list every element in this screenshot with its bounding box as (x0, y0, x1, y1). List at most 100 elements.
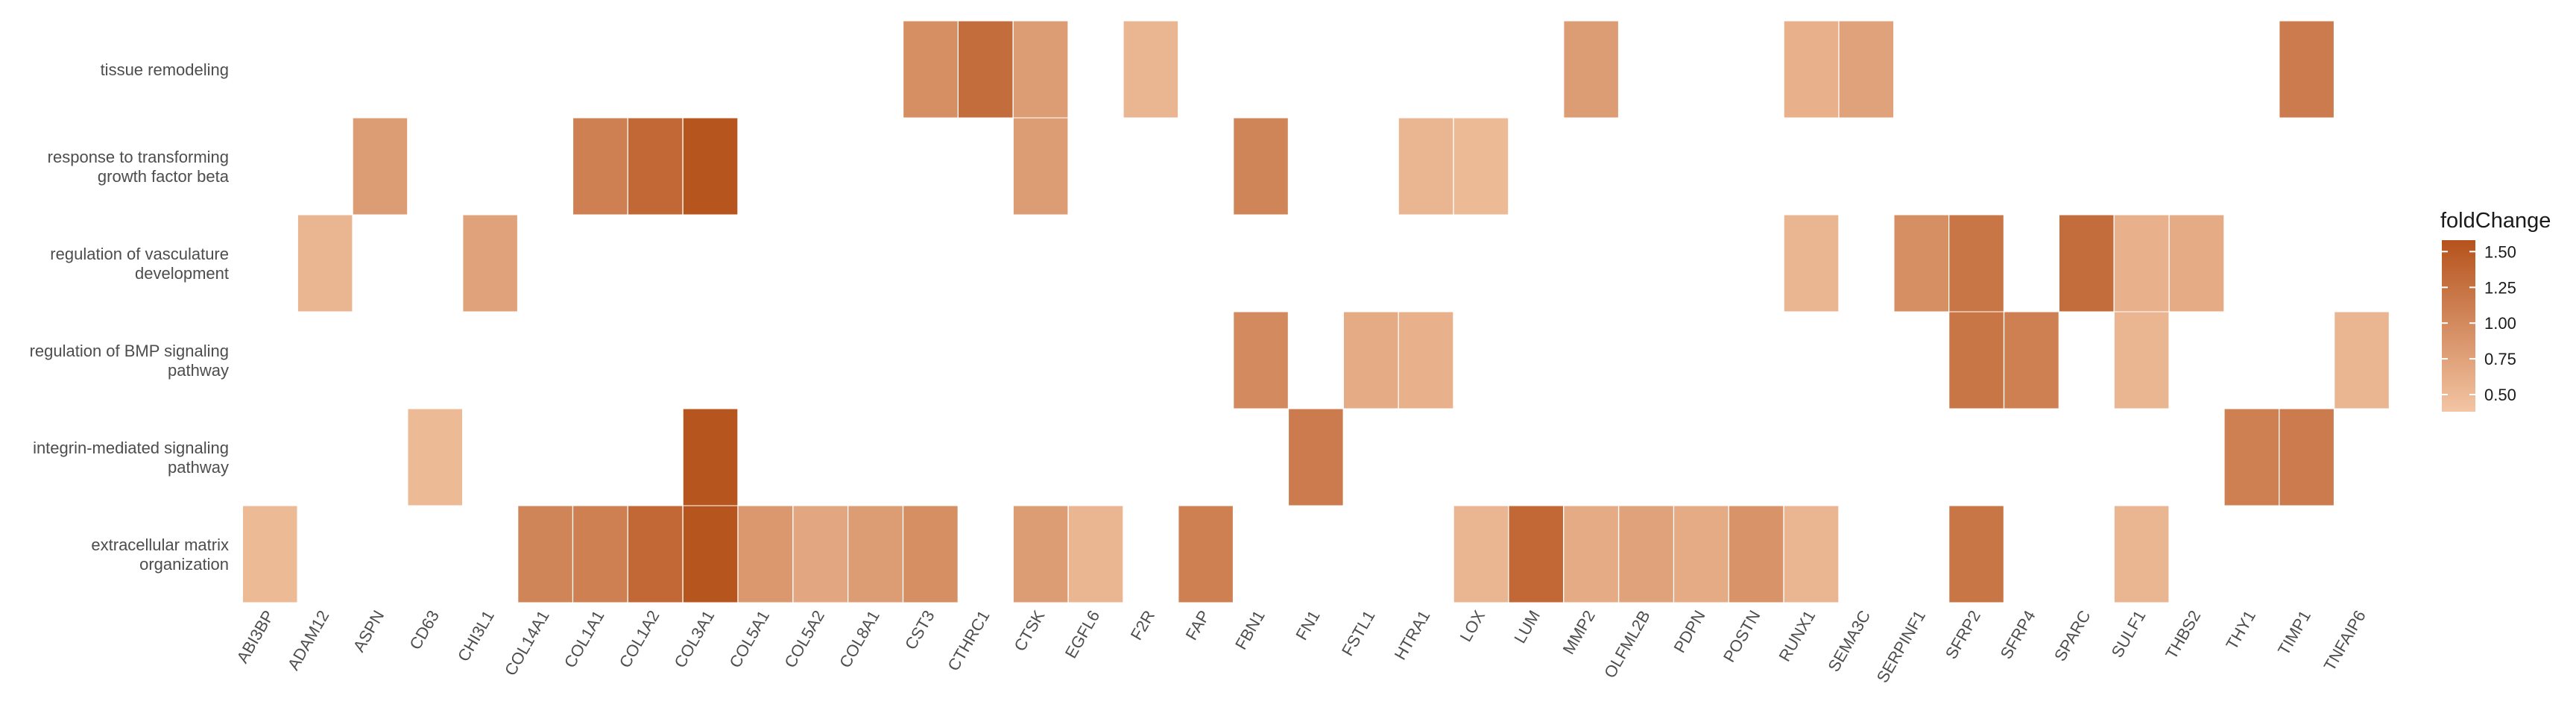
term-label: development (135, 264, 229, 283)
heatmap-cell (1453, 505, 1509, 603)
heatmap-cell (1783, 505, 1840, 603)
gene-label: COL8A1 (836, 607, 883, 671)
gene-label: SERPINF1 (1873, 607, 1929, 686)
heatmap-cell (1398, 117, 1454, 216)
gene-label: FN1 (1292, 607, 1323, 643)
heatmap-cell (847, 505, 903, 603)
gene-label: TIMP1 (2274, 607, 2314, 659)
heatmap-cell (2059, 214, 2115, 313)
heatmap-cell (1673, 505, 1729, 603)
gene-label: CST3 (901, 607, 938, 653)
gene-label: ABI3BP (233, 607, 277, 666)
heatmap-cell (572, 505, 628, 603)
gene-axis-labels: ABI3BP ADAM12 ASPN CD63 CHI3L1 COL14A1 COL1A1 C… (233, 607, 2369, 686)
gene-label: SFRP2 (1942, 607, 1984, 662)
gene-label: EGFL6 (1061, 607, 1104, 662)
heatmap-cell (297, 214, 353, 313)
gene-label: SEMA3C (1824, 607, 1874, 675)
legend-tick-label: 0.50 (2484, 386, 2516, 404)
gene-label: OLFML2B (1600, 607, 1654, 681)
gene-label: CTHRC1 (944, 607, 993, 674)
legend-colorbar (2442, 240, 2475, 412)
gene-label: PDPN (1670, 607, 1708, 656)
gene-label: CD63 (405, 607, 443, 653)
term-label: integrin-mediated signaling (33, 439, 229, 457)
gene-label: THBS2 (2162, 607, 2204, 662)
heatmap-cell (1838, 20, 1895, 119)
gene-label: THY1 (2222, 607, 2259, 653)
gene-label: COL5A2 (780, 607, 828, 671)
heatmap-cell (627, 117, 684, 216)
heatmap-cell (1067, 505, 1124, 603)
heatmap-cell (1618, 505, 1674, 603)
heatmap-cell (462, 214, 518, 313)
gene-label: COL1A2 (616, 607, 663, 671)
heatmap-cell (1233, 117, 1289, 216)
heatmap-cell (1453, 117, 1509, 216)
heatmap-cell (2004, 311, 2059, 409)
gene-label: FSTL1 (1338, 607, 1379, 659)
gene-label: LUM (1510, 607, 1544, 647)
gene-label: ADAM12 (284, 607, 333, 673)
heatmap-cell (1178, 505, 1234, 603)
color-legend: foldChange 0.50 0.75 1.00 1.25 1.50 (2440, 209, 2551, 412)
heatmap-cell (1728, 505, 1784, 603)
gene-label: FBN1 (1231, 607, 1269, 653)
gene-label: SFRP4 (1997, 607, 2039, 662)
heatmap-cell (1948, 505, 2004, 603)
gene-label: LOX (1456, 607, 1489, 645)
gene-label: COL5A1 (725, 607, 773, 671)
heatmap-cell (2113, 214, 2170, 313)
gene-label: FAP (1182, 607, 1213, 644)
legend-tick-label: 1.50 (2484, 242, 2516, 261)
gene-label: F2R (1127, 607, 1158, 643)
gene-label: POSTN (1720, 607, 1764, 665)
heatmap-cell (682, 408, 739, 506)
heatmap-cell (407, 408, 463, 506)
heatmap-cell (2113, 311, 2170, 409)
heatmap-cell (1233, 311, 1289, 409)
heatmap-cell (1012, 20, 1069, 119)
term-label: tissue remodeling (101, 60, 229, 79)
gene-label: SULF1 (2108, 607, 2150, 661)
term-label: growth factor beta (98, 167, 230, 186)
heatmap-cell (1563, 20, 1619, 119)
heatmap-cell (242, 505, 298, 603)
gene-label: COL14A1 (501, 607, 553, 679)
legend-tick-label: 1.25 (2484, 278, 2516, 297)
heatmap-cell (682, 117, 739, 216)
heatmap-cell (2279, 408, 2334, 506)
gene-label: HTRA1 (1391, 607, 1434, 663)
legend-ticks: 0.50 0.75 1.00 1.25 1.50 (2442, 242, 2516, 404)
gene-label: MMP2 (1559, 607, 1598, 658)
heatmap-cell (1563, 505, 1619, 603)
gene-label: COL1A1 (561, 607, 608, 671)
term-label: extracellular matrix (91, 536, 229, 554)
gene-label: CHI3L1 (454, 607, 498, 665)
gene-label: ASPN (350, 607, 388, 655)
heatmap-cell (1012, 117, 1069, 216)
heatmap-cell (627, 505, 684, 603)
term-label: pathway (168, 361, 229, 380)
heatmap-cell (792, 505, 848, 603)
heatmap-cell (958, 20, 1014, 119)
heatmap-cell (903, 20, 959, 119)
heatmap-cell (517, 505, 573, 603)
heatmap-cell (903, 505, 959, 603)
heatmap-cell (572, 117, 628, 216)
legend-title: foldChange (2440, 209, 2551, 233)
term-axis-labels: tissue remodeling response to transformin… (30, 60, 230, 574)
term-label: regulation of vasculature (50, 245, 229, 263)
heatmap-cell (1893, 214, 1949, 313)
heatmap-cell (1343, 311, 1399, 409)
heatmap-cell (1948, 214, 2004, 313)
heatmap-cell (1398, 311, 1454, 409)
legend-tick-label: 1.00 (2484, 314, 2516, 333)
heatmap-cells (242, 20, 2390, 603)
legend-tick-label: 0.75 (2484, 350, 2516, 368)
heatmap-cell (737, 505, 794, 603)
heatmap-cell (2168, 214, 2225, 313)
gene-label: RUNX1 (1775, 607, 1819, 665)
heatmap-cell (2334, 311, 2390, 409)
